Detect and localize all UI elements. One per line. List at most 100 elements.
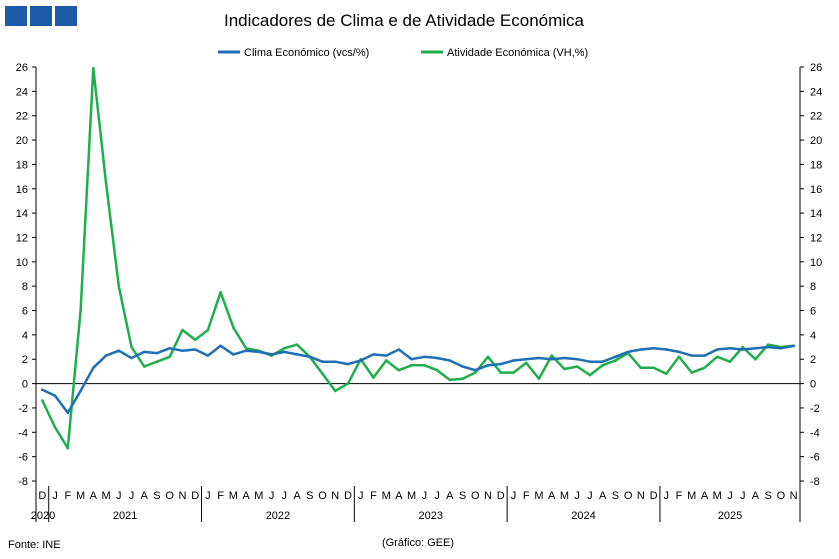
y-tick-label-right: 14: [810, 208, 822, 220]
data-point-clima: [423, 355, 426, 359]
data-point-clima: [359, 359, 363, 362]
data-point-clima: [193, 348, 197, 351]
data-point-atividade: [232, 326, 235, 329]
series-layer: [41, 66, 795, 450]
data-point-clima: [766, 345, 770, 349]
month-tick-label: O: [777, 490, 786, 502]
month-tick-label: S: [459, 490, 466, 502]
data-point-clima: [117, 349, 121, 353]
month-tick-label: F: [370, 490, 377, 502]
data-point-clima: [283, 350, 286, 354]
y-tick-label-right: 4: [810, 330, 816, 342]
data-point-atividade: [499, 371, 503, 374]
month-tick-label: A: [141, 490, 149, 502]
month-tick-label: J: [574, 490, 580, 502]
data-point-clima: [104, 354, 108, 357]
data-point-atividade: [219, 290, 222, 294]
month-tick-label: S: [612, 490, 619, 502]
data-point-atividade: [244, 346, 248, 350]
series-line-clima: [41, 344, 795, 415]
month-tick-label: F: [64, 490, 71, 502]
data-point-atividade: [181, 328, 184, 332]
data-point-atividade: [550, 354, 553, 357]
month-tick-label: A: [446, 490, 454, 502]
data-point-atividade: [665, 372, 668, 376]
y-tick-label-left: -6: [18, 452, 28, 464]
data-point-atividade: [652, 366, 655, 370]
month-tick-label: J: [116, 490, 122, 502]
data-point-atividade: [117, 284, 121, 288]
y-tick-label-right: 8: [810, 281, 816, 293]
data-point-clima: [66, 411, 70, 415]
data-point-atividade: [575, 365, 579, 368]
month-tick-label: F: [676, 490, 683, 502]
month-tick-label: F: [217, 490, 224, 502]
month-tick-label: J: [282, 490, 288, 502]
data-point-atividade: [435, 368, 439, 372]
data-point-clima: [448, 359, 452, 362]
y-tick-label-left: -8: [18, 476, 28, 488]
month-tick-label: M: [560, 490, 569, 502]
data-point-clima: [639, 348, 643, 351]
data-point-clima: [41, 388, 44, 391]
data-point-atividade: [168, 355, 171, 359]
month-tick-label: D: [344, 490, 352, 502]
y-tick-label-right: 2: [810, 354, 816, 366]
data-point-atividade: [92, 66, 95, 70]
chart-title: Indicadores de Clima e de Atividade Econ…: [224, 11, 585, 30]
data-point-atividade: [715, 355, 719, 359]
y-tick-label-left: 0: [22, 379, 28, 391]
month-tick-label: J: [727, 490, 733, 502]
month-tick-label: S: [306, 490, 313, 502]
y-tick-label-left: 24: [16, 86, 28, 98]
data-point-atividade: [372, 376, 375, 379]
data-point-clima: [575, 357, 579, 361]
month-tick-label: M: [687, 490, 696, 502]
data-point-atividade: [104, 181, 108, 184]
data-point-clima: [410, 357, 413, 361]
data-point-clima: [295, 353, 299, 356]
data-point-clima: [155, 351, 159, 355]
month-tick-label: A: [395, 490, 403, 502]
month-tick-label: N: [178, 490, 186, 502]
y-tick-label-right: 20: [810, 135, 822, 147]
y-tick-label-right: 6: [810, 306, 816, 318]
month-tick-label: A: [599, 490, 607, 502]
month-tick-label: J: [269, 490, 275, 502]
year-label: 2021: [113, 510, 137, 522]
data-point-atividade: [563, 367, 566, 371]
month-tick-label: N: [790, 490, 798, 502]
data-point-clima: [524, 357, 528, 361]
month-tick-label: J: [511, 490, 517, 502]
data-point-clima: [626, 350, 630, 354]
data-point-clima: [563, 356, 566, 360]
data-point-atividade: [384, 359, 388, 362]
data-point-clima: [499, 362, 503, 366]
month-tick-label: M: [229, 490, 238, 502]
data-point-atividade: [512, 371, 515, 374]
month-tick-label: J: [52, 490, 58, 502]
data-point-clima: [308, 355, 312, 359]
data-point-atividade: [639, 366, 643, 370]
data-point-clima: [588, 360, 592, 363]
y-tick-label-left: 4: [22, 330, 28, 342]
month-tick-label: D: [38, 490, 46, 502]
y-tick-label-left: 8: [22, 281, 28, 293]
data-point-clima: [206, 354, 210, 357]
data-point-clima: [372, 353, 375, 356]
data-point-clima: [703, 354, 706, 357]
legend: Clima Económico (vcs/%) Atividade Económ…: [218, 47, 588, 59]
logo-block-2: [30, 6, 52, 26]
y-tick-label-right: -2: [810, 403, 820, 415]
month-tick-label: S: [764, 490, 771, 502]
y-tick-label-left: 26: [16, 62, 28, 74]
month-tick-label: J: [740, 490, 746, 502]
y-tick-label-left: 18: [16, 159, 28, 171]
data-point-clima: [435, 356, 439, 360]
data-point-clima: [652, 346, 655, 350]
data-point-clima: [728, 346, 732, 350]
data-point-clima: [512, 359, 515, 362]
month-tick-label: O: [318, 490, 327, 502]
y-tick-label-right: -8: [810, 476, 820, 488]
